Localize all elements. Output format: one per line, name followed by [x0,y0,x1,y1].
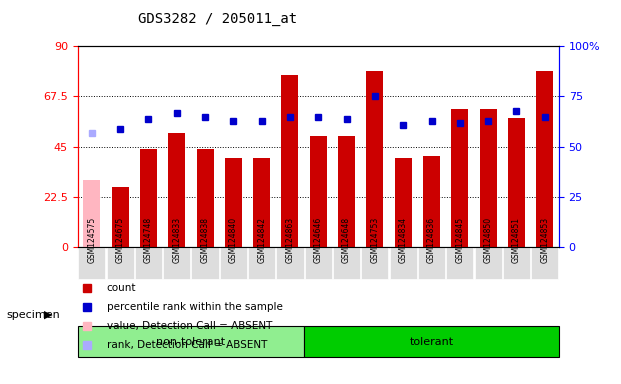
Bar [508,118,525,247]
Text: GDS3282 / 205011_at: GDS3282 / 205011_at [138,12,297,25]
Bar [338,136,355,247]
Bar [451,109,468,247]
Text: GSM124833: GSM124833 [172,217,181,263]
Bar [140,149,157,247]
Bar [253,158,270,247]
Text: tolerant: tolerant [409,337,453,347]
FancyBboxPatch shape [503,247,530,279]
Text: GSM124863: GSM124863 [286,217,294,263]
FancyBboxPatch shape [531,247,558,279]
Text: GSM124853: GSM124853 [540,217,549,263]
Text: GSM124850: GSM124850 [484,217,492,263]
FancyBboxPatch shape [191,247,219,279]
Bar [366,71,383,247]
FancyBboxPatch shape [135,247,162,279]
Text: GSM124836: GSM124836 [427,217,436,263]
Text: specimen: specimen [6,310,60,320]
FancyBboxPatch shape [361,247,389,279]
Text: value, Detection Call = ABSENT: value, Detection Call = ABSENT [107,321,272,331]
Text: rank, Detection Call = ABSENT: rank, Detection Call = ABSENT [107,340,267,350]
Text: GSM124851: GSM124851 [512,217,521,263]
FancyBboxPatch shape [418,247,445,279]
Text: GSM124753: GSM124753 [370,217,379,263]
Bar [537,71,553,247]
FancyBboxPatch shape [107,247,134,279]
Text: GSM124748: GSM124748 [144,217,153,263]
Bar [83,180,100,247]
Text: GSM124648: GSM124648 [342,217,351,263]
Bar [281,75,299,247]
FancyBboxPatch shape [78,247,106,279]
FancyBboxPatch shape [78,326,304,358]
FancyBboxPatch shape [220,247,247,279]
Bar [225,158,242,247]
Bar [196,149,214,247]
FancyBboxPatch shape [163,247,190,279]
Text: GSM124675: GSM124675 [116,217,125,263]
Text: GSM124834: GSM124834 [399,217,408,263]
FancyBboxPatch shape [305,247,332,279]
Text: percentile rank within the sample: percentile rank within the sample [107,302,283,312]
Text: GSM124646: GSM124646 [314,217,323,263]
Bar [310,136,327,247]
FancyBboxPatch shape [333,247,360,279]
Bar [395,158,412,247]
Text: GSM124845: GSM124845 [455,217,465,263]
FancyBboxPatch shape [474,247,502,279]
Text: GSM124840: GSM124840 [229,217,238,263]
Bar [423,156,440,247]
FancyBboxPatch shape [389,247,417,279]
Text: ▶: ▶ [43,310,52,320]
Text: GSM124575: GSM124575 [88,217,96,263]
Text: GSM124838: GSM124838 [201,217,209,263]
Bar [168,133,185,247]
FancyBboxPatch shape [248,247,275,279]
Text: GSM124842: GSM124842 [257,217,266,263]
Text: non-tolerant: non-tolerant [156,337,225,347]
Bar [112,187,129,247]
FancyBboxPatch shape [276,247,304,279]
FancyBboxPatch shape [304,326,559,358]
FancyBboxPatch shape [446,247,473,279]
Bar [479,109,497,247]
Text: count: count [107,283,136,293]
